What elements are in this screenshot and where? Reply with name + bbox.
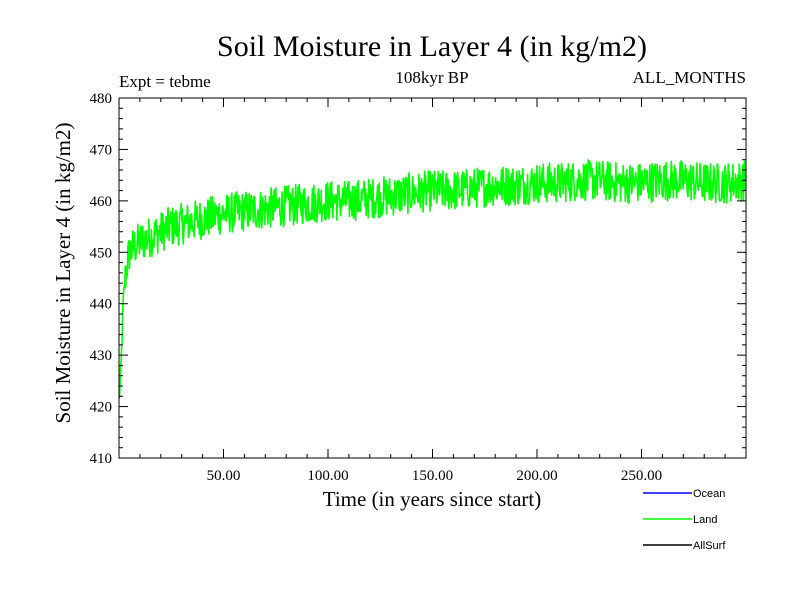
chart-subtitle: 108kyr BP xyxy=(395,68,468,87)
y-tick-label: 430 xyxy=(90,348,113,364)
y-tick-label: 440 xyxy=(90,297,113,313)
months-label: ALL_MONTHS xyxy=(633,68,746,87)
x-tick-label: 50.00 xyxy=(207,468,241,484)
x-tick-label: 200.00 xyxy=(516,468,557,484)
legend: Ocean Land AllSurf xyxy=(643,488,726,552)
experiment-label: Expt = tebme xyxy=(119,72,211,91)
y-tick-label: 470 xyxy=(90,142,113,158)
chart-title: Soil Moisture in Layer 4 (in kg/m2) xyxy=(217,30,647,63)
legend-label-allsurf: AllSurf xyxy=(693,540,726,552)
y-tick-label: 410 xyxy=(90,451,113,467)
x-tick-label: 100.00 xyxy=(307,468,348,484)
y-axis-label: Soil Moisture in Layer 4 (in kg/m2) xyxy=(51,123,75,424)
axes: 50.00 100.00 150.00 200.00 250.00 410 420 430 44… xyxy=(90,91,747,484)
x-tick-label: 250.00 xyxy=(621,468,662,484)
series-line-land xyxy=(118,159,747,399)
plot-frame xyxy=(118,97,747,459)
y-tick-label: 480 xyxy=(90,91,113,107)
x-tick-label: 150.00 xyxy=(412,468,453,484)
legend-label-land: Land xyxy=(693,514,717,526)
x-axis-label: Time (in years since start) xyxy=(323,487,542,511)
plot-area xyxy=(118,159,747,399)
legend-label-ocean: Ocean xyxy=(693,488,725,500)
y-tick-label: 460 xyxy=(90,194,113,210)
y-tick-label: 420 xyxy=(90,400,113,416)
y-tick-label: 450 xyxy=(90,245,113,261)
